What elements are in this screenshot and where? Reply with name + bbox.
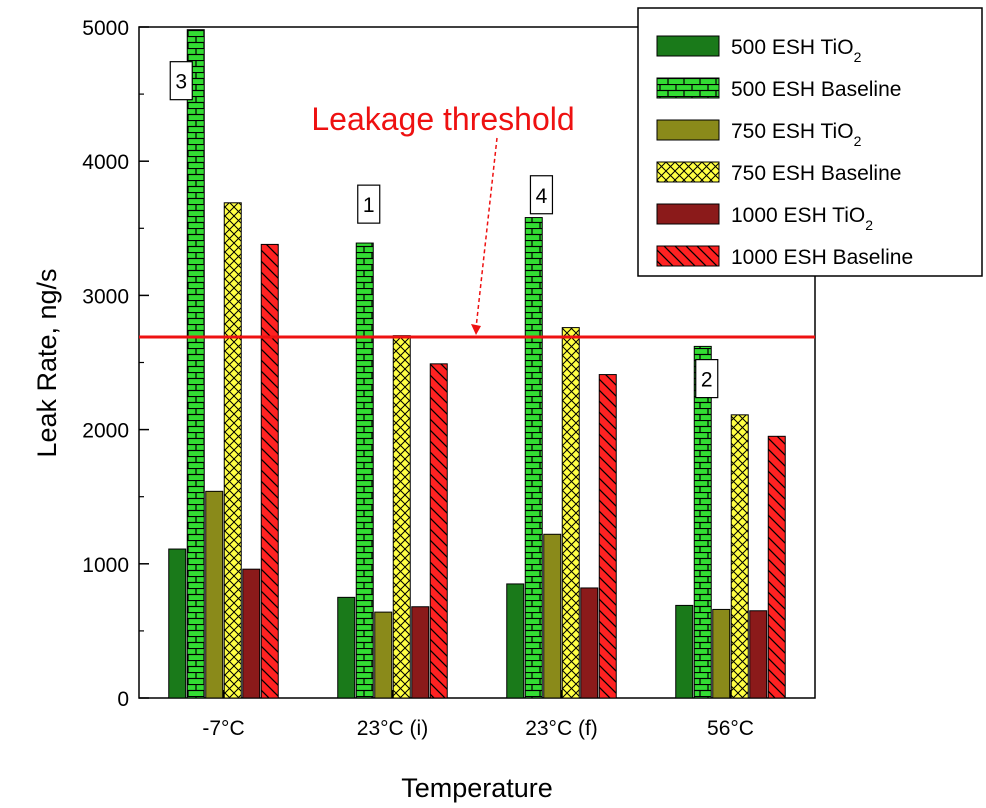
annotation-frame xyxy=(169,61,193,101)
bar xyxy=(392,335,411,699)
bar xyxy=(506,583,525,699)
bar xyxy=(693,345,712,699)
bar xyxy=(337,596,356,699)
legend-label-subscript: 2 xyxy=(854,49,862,65)
y-tick-label: 1000 xyxy=(82,554,129,577)
bar xyxy=(242,568,261,699)
bar xyxy=(355,242,374,699)
annotation-box: 3 xyxy=(169,61,193,101)
bar xyxy=(749,610,768,699)
annotations-group: 3 1 4 2 xyxy=(169,61,719,399)
legend-swatch xyxy=(656,119,720,141)
x-tick-labels: -7°C 23°C (i) 23°C (f) 56°C xyxy=(202,717,754,740)
legend-label: 750 ESH Baseline xyxy=(731,162,901,185)
threshold-label: Leakage threshold xyxy=(311,101,574,137)
threshold-group: Leakage threshold xyxy=(139,101,815,339)
annotation-label: 3 xyxy=(175,71,187,94)
bar xyxy=(598,374,617,699)
annotation-label: 2 xyxy=(701,369,713,392)
y-tick-label: 0 xyxy=(117,688,129,711)
annotation-label: 1 xyxy=(363,194,375,217)
x-tick-label: -7°C xyxy=(202,717,244,740)
legend-swatch xyxy=(656,161,720,183)
y-tick-label: 5000 xyxy=(82,17,129,40)
bar xyxy=(186,29,205,699)
legend-swatch xyxy=(656,35,720,57)
bar xyxy=(524,217,543,699)
y-tick-label: 3000 xyxy=(82,285,129,308)
annotation-box: 4 xyxy=(529,175,554,215)
legend-label: 1000 ESH Baseline xyxy=(731,246,913,269)
bar xyxy=(260,243,279,699)
bar xyxy=(429,363,448,699)
bar xyxy=(223,202,242,699)
x-tick-label: 23°C (f) xyxy=(525,717,598,740)
bar xyxy=(767,435,786,699)
annotation-box: 1 xyxy=(357,184,381,224)
bar xyxy=(411,606,430,699)
annotation-frame xyxy=(695,359,719,399)
bar xyxy=(205,490,224,699)
annotation-frame xyxy=(357,184,381,224)
legend-entry: 500 ESH Baseline xyxy=(656,77,901,101)
bar xyxy=(374,611,393,699)
y-tick-label: 2000 xyxy=(82,420,129,443)
annotation-box: 2 xyxy=(695,359,719,399)
legend-swatch xyxy=(656,245,720,267)
x-tick-label: 23°C (i) xyxy=(357,717,428,740)
legend-entry: 750 ESH Baseline xyxy=(656,161,901,185)
legend-swatch xyxy=(656,77,720,99)
y-tick-label: 4000 xyxy=(82,151,129,174)
axis-ticks xyxy=(139,26,732,699)
legend-label-subscript: 2 xyxy=(865,217,873,233)
annotation-label: 4 xyxy=(536,185,548,208)
legend-swatch xyxy=(656,203,720,225)
bar xyxy=(730,414,749,699)
x-tick-label: 56°C xyxy=(707,717,754,740)
x-axis-label: Temperature xyxy=(401,773,553,803)
threshold-arrowhead xyxy=(471,324,481,336)
y-tick-labels: 0 1000 2000 3000 4000 5000 xyxy=(82,17,129,711)
bar xyxy=(712,608,731,699)
legend-label: 500 ESH Baseline xyxy=(731,78,901,101)
bar xyxy=(675,604,694,699)
annotation-frame xyxy=(529,175,554,215)
bar xyxy=(168,548,187,699)
bar xyxy=(561,327,580,699)
legend-label-subscript: 2 xyxy=(854,133,862,149)
bar xyxy=(543,533,562,699)
threshold-arrow xyxy=(475,137,498,329)
legend-entry: 1000 ESH Baseline xyxy=(656,245,913,269)
bar xyxy=(580,587,599,699)
y-axis-label: Leak Rate, ng/s xyxy=(32,268,62,457)
